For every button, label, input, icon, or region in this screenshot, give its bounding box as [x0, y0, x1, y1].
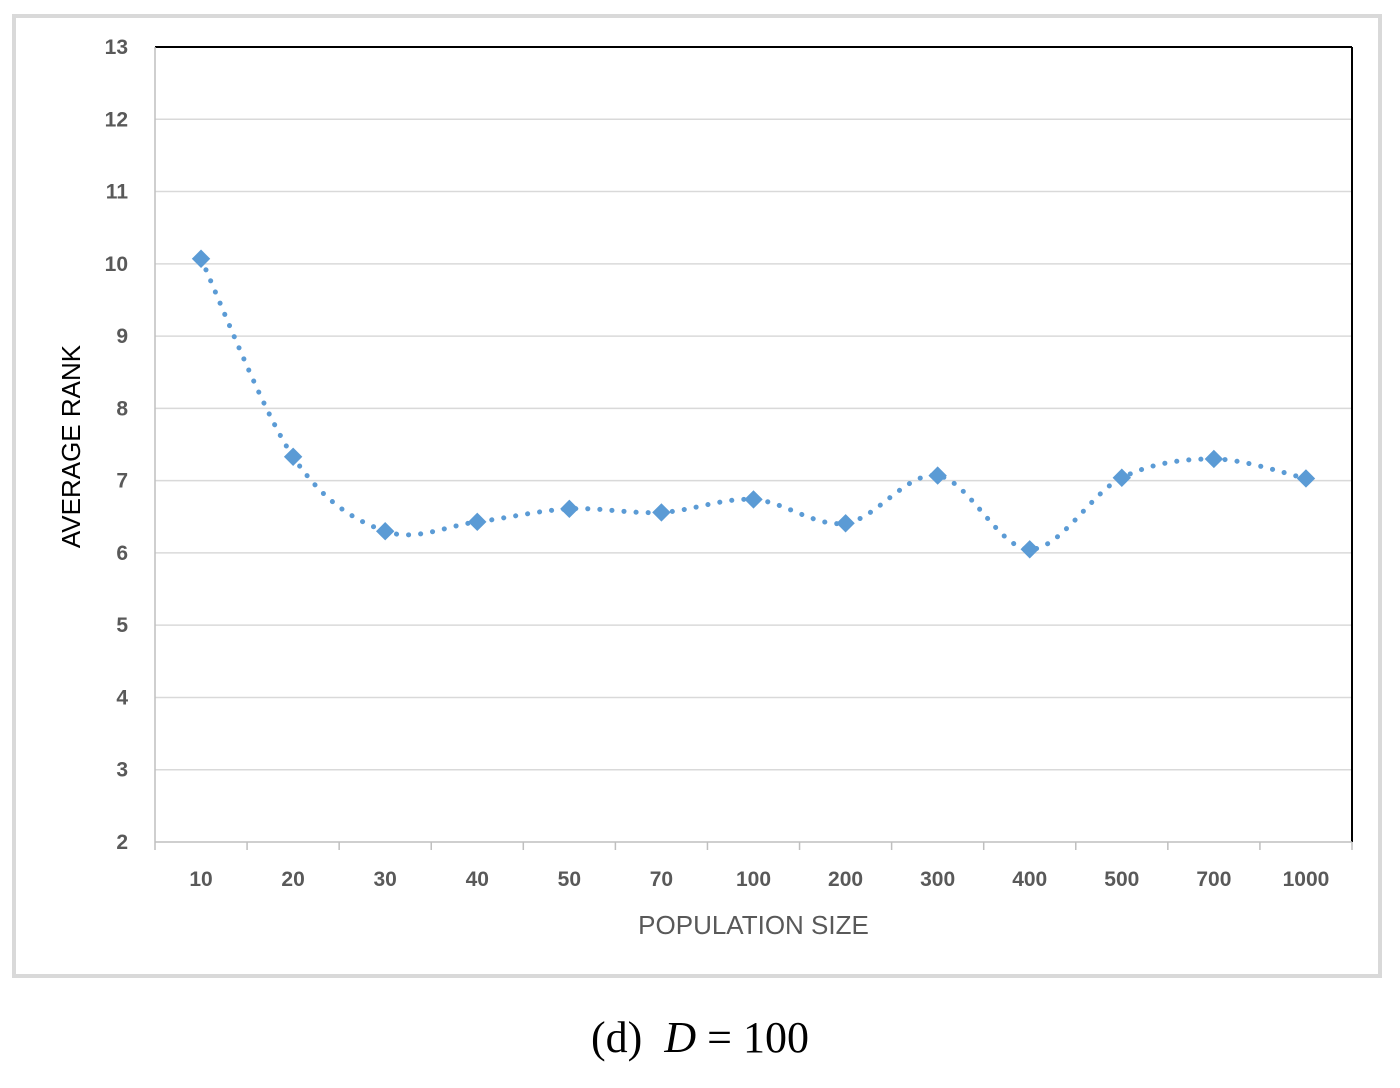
caption-variable: D	[664, 1013, 697, 1062]
y-tick-label: 10	[105, 253, 128, 276]
x-tick-label: 400	[1012, 868, 1047, 891]
y-axis-title: AVERAGE RANK	[56, 344, 86, 548]
y-tick-label: 9	[116, 325, 128, 348]
y-tick-label: 3	[116, 759, 128, 782]
data-point-marker	[928, 466, 947, 485]
series-rank	[191, 249, 1316, 559]
x-tick-label: 1000	[1283, 868, 1330, 891]
data-point-marker	[1112, 468, 1132, 487]
data-point-marker	[468, 512, 487, 532]
data-point-marker	[375, 522, 395, 541]
x-tick-label: 50	[558, 868, 581, 891]
caption-equals: =	[707, 1013, 732, 1062]
chart-plot: 2 3 4 5 6 7 8 9 10 11 12 13 10 20 30 40 50 70 100 200 300 400…	[56, 36, 1353, 940]
data-point-marker	[1204, 449, 1224, 469]
tick-labels: 2 3 4 5 6 7 8 9 10 11 12 13 10 20 30 40 50 70 100 200 300 400…	[105, 36, 1330, 891]
figure-caption: (d) D = 100	[0, 1012, 1400, 1063]
data-point-marker	[191, 249, 211, 268]
chart-frame	[12, 14, 1382, 978]
x-tick-label: 70	[650, 868, 673, 891]
x-tick-label: 20	[281, 868, 304, 891]
caption-value: 100	[742, 1013, 809, 1062]
x-tick-label: 500	[1104, 868, 1139, 891]
y-tick-label: 13	[105, 36, 128, 59]
y-tick-label: 6	[116, 542, 128, 565]
y-tick-label: 5	[116, 614, 128, 637]
x-axis-title: POPULATION SIZE	[638, 910, 869, 940]
data-point-marker	[1020, 540, 1039, 559]
data-point-marker	[652, 503, 671, 522]
x-tick-label: 700	[1196, 868, 1231, 891]
data-point-marker	[1296, 469, 1316, 488]
y-tick-label: 8	[116, 397, 128, 420]
x-tick-label: 100	[736, 868, 771, 891]
axes	[154, 46, 1353, 850]
x-tick-label: 300	[920, 868, 955, 891]
x-tick-label: 200	[828, 868, 863, 891]
y-tick-label: 7	[116, 470, 128, 493]
data-point-marker	[560, 499, 579, 519]
y-tick-label: 11	[106, 181, 129, 204]
x-tick-label: 10	[189, 868, 212, 891]
x-tick-label: 30	[374, 868, 397, 891]
gridlines	[155, 118, 1352, 771]
y-tick-label: 2	[116, 831, 128, 854]
data-point-marker	[744, 490, 763, 509]
x-tick-label: 40	[466, 868, 489, 891]
data-point-marker	[836, 514, 855, 533]
caption-prefix: (d)	[591, 1013, 643, 1062]
y-tick-label: 12	[105, 108, 128, 131]
y-tick-label: 4	[116, 686, 128, 709]
data-point-marker	[283, 447, 303, 466]
